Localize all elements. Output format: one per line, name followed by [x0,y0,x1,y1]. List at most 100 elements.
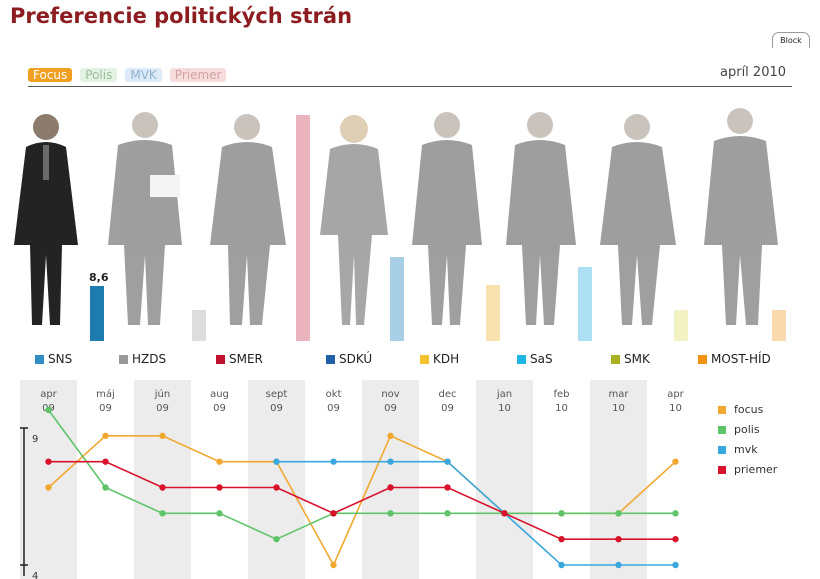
month-label: mar [609,389,630,400]
series-line-priemer [48,460,676,540]
legend-swatch [119,354,128,364]
legend-item-most-hid[interactable]: MOST-HÍD [698,352,771,366]
series-point-polis [102,484,109,491]
month-label: okt [326,389,342,400]
legend-swatch [718,465,726,474]
series-point-priemer [102,458,109,465]
leader-figure-sdku[interactable] [320,115,388,325]
series-point-priemer [444,484,451,491]
legend-item-sns[interactable]: SNS [35,352,72,366]
month-label: jún [154,388,170,400]
series-point-priemer [45,458,52,465]
trend-chart: apr09máj09jún09aug09sept09okt09nov09dec0… [20,380,685,579]
series-legend-priemer[interactable]: priemer [718,463,777,476]
leader-figure-most-hid[interactable] [704,108,778,325]
bar-kdh[interactable] [486,285,500,341]
series-point-mvk [615,561,622,569]
legend-label: SMER [229,352,263,366]
leader-figure-smer[interactable] [210,114,286,325]
series-point-polis [45,406,52,414]
year-label: 10 [669,403,682,414]
legend-label: KDH [433,352,460,366]
month-column-band [476,380,533,579]
source-tabs: Focus Polis MVK Priemer [28,68,227,82]
bar-sns[interactable] [90,286,104,341]
leader-figure-hzds[interactable] [108,112,182,325]
party-legend: SNS HZDS SMER SDKÚ KDH SaS SMK MOST-HÍD [0,352,820,370]
series-legend-focus[interactable]: focus [718,403,763,416]
y-tick-label: 9 [32,434,38,445]
series-point-focus [387,432,394,440]
month-column-band [248,380,305,579]
divider [28,86,792,87]
legend-swatch [718,405,726,414]
legend-item-hzds[interactable]: HZDS [119,352,166,366]
legend-label: SMK [624,352,650,366]
legend-swatch [611,354,620,364]
series-point-focus [102,432,109,440]
month-label: jan [496,389,512,400]
block-button[interactable]: Block [772,32,810,48]
legend-item-smer[interactable]: SMER [216,352,263,366]
legend-swatch [517,354,526,364]
series-point-polis [216,510,223,517]
series-point-mvk [273,458,280,465]
legend-item-smk[interactable]: SMK [611,352,650,366]
year-label: 09 [270,403,283,414]
series-legend-polis[interactable]: polis [718,423,760,436]
bar-hzds[interactable] [192,310,206,341]
series-point-priemer [216,484,223,491]
leader-figure-sas[interactable] [506,112,576,325]
year-label: 09 [441,403,454,414]
legend-item-sdku[interactable]: SDKÚ [326,352,372,366]
month-label: feb [553,389,569,400]
bar-sas[interactable] [578,267,592,341]
series-point-mvk [558,561,565,569]
year-label: 09 [213,403,226,414]
legend-item-sas[interactable]: SaS [517,352,553,366]
legend-swatch [420,354,429,364]
series-point-priemer [387,484,394,491]
legend-label: MOST-HÍD [711,352,771,366]
bar-smer[interactable] [296,115,310,341]
series-point-priemer [672,535,679,543]
series-point-priemer [501,510,508,517]
leader-figure-smk[interactable] [600,114,676,325]
year-label: 09 [327,403,340,414]
legend-swatch [718,425,726,434]
bar-value-label: 8,6 [89,271,109,284]
leaders-illustration [14,108,786,341]
tab-focus[interactable]: Focus [28,68,73,82]
series-point-polis [672,510,679,517]
year-label: 10 [555,403,568,414]
legend-swatch [718,445,726,454]
tab-mvk[interactable]: MVK [125,68,162,82]
leader-figure-sns[interactable] [14,114,78,325]
leader-figure-kdh[interactable] [412,112,482,325]
series-legend-mvk[interactable]: mvk [718,443,758,456]
survey-date: apríl 2010 [720,65,787,80]
month-label: sept [266,389,288,400]
tab-priemer[interactable]: Priemer [169,68,227,82]
year-label: 09 [156,403,169,414]
month-label: apr [667,389,684,400]
legend-label: mvk [734,443,758,456]
bar-most-hid[interactable] [772,310,786,341]
legend-swatch [698,354,707,364]
bar-smk[interactable] [674,310,688,341]
series-point-priemer [273,484,280,491]
trend-chart-panel: apr09máj09jún09aug09sept09okt09nov09dec0… [0,380,820,579]
series-point-priemer [558,535,565,543]
year-label: 09 [384,403,397,414]
series-point-polis [387,510,394,517]
month-label: máj [96,388,115,400]
series-point-priemer [615,535,622,543]
series-point-focus [330,561,337,569]
bar-sdku[interactable] [390,257,404,341]
series-point-mvk [444,458,451,465]
tab-polis[interactable]: Polis [80,68,118,82]
month-label: apr [40,389,57,400]
legend-item-kdh[interactable]: KDH [420,352,459,366]
page-title: Preferencie politických strán [10,4,353,28]
month-column-band [590,380,647,579]
